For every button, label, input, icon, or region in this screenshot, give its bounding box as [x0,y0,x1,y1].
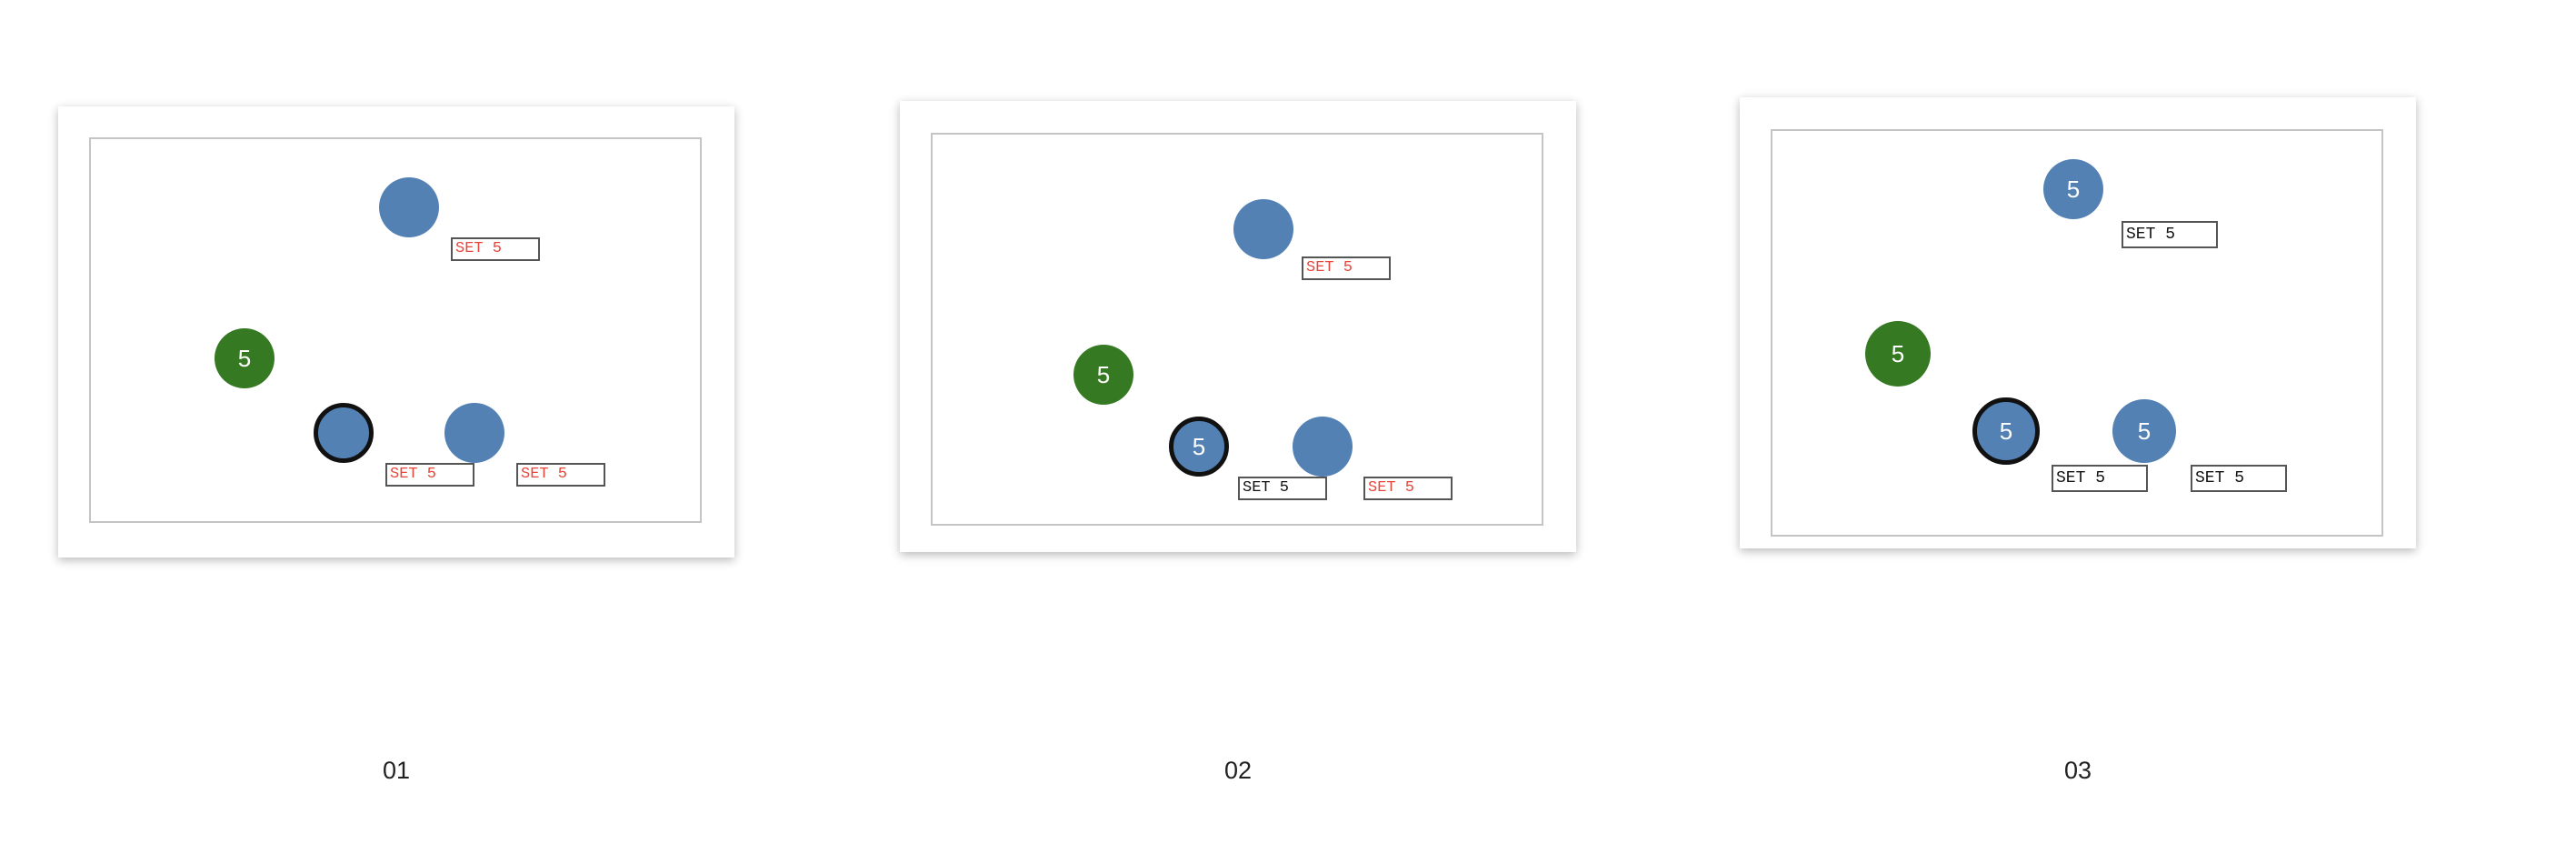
panel-02-card: SET 5 5 5 SET 5 SET 5 [900,101,1576,552]
panel-03-card: 5 SET 5 5 5 5 SET 5 SET 5 [1740,97,2416,548]
panel-01-step-label: 01 [382,757,411,784]
panel-01-right-set-box[interactable]: SET 5 [516,463,605,487]
panel-02-step-label: 02 [1223,757,1253,784]
panel-03-green-node[interactable]: 5 [1865,321,1931,387]
panel-03-frame [1771,129,2383,537]
panel-01-top-node[interactable] [379,177,439,237]
panel-03-selected-node[interactable]: 5 [1972,397,2040,465]
panel-03-step-label: 03 [2063,757,2092,784]
panel-01-card: SET 5 5 SET 5 SET 5 [58,106,734,558]
panel-01-top-set-box[interactable]: SET 5 [451,237,540,261]
panel-02-right-set-box[interactable]: SET 5 [1363,477,1453,500]
panel-02-frame [931,133,1543,526]
panel-02-selected-set-box[interactable]: SET 5 [1238,477,1327,500]
panel-03-right-set-box[interactable]: SET 5 [2191,465,2287,492]
panel-03-right-node[interactable]: 5 [2112,399,2176,463]
panel-02-top-set-box[interactable]: SET 5 [1302,256,1391,280]
panel-02-selected-node[interactable]: 5 [1169,417,1229,477]
panel-03-top-set-box[interactable]: SET 5 [2122,221,2218,248]
panel-01-right-node[interactable] [444,403,504,463]
panel-02-top-node[interactable] [1233,199,1293,259]
panel-01-frame [89,137,702,523]
panel-01-green-node[interactable]: 5 [215,328,275,388]
panel-01-selected-set-box[interactable]: SET 5 [385,463,474,487]
panel-01-selected-node[interactable] [314,403,374,463]
panel-03-top-node[interactable]: 5 [2043,159,2103,219]
panel-03-selected-set-box[interactable]: SET 5 [2052,465,2148,492]
panel-02-right-node[interactable] [1293,417,1353,477]
panel-02-green-node[interactable]: 5 [1073,345,1133,405]
